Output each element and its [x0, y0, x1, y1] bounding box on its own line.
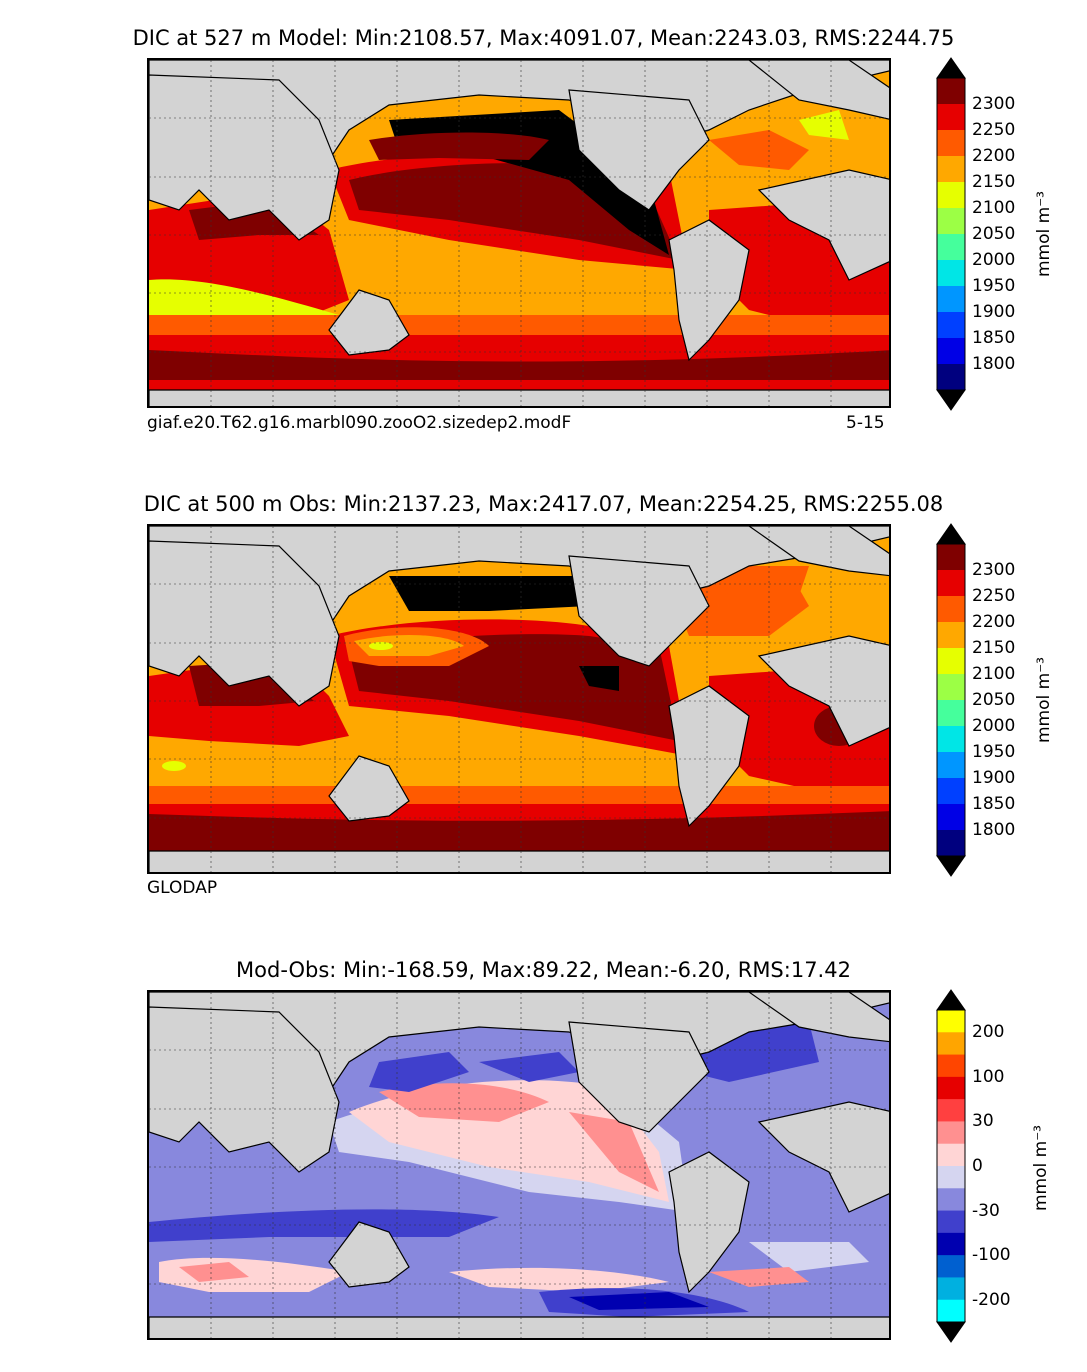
colorbar-band [937, 260, 965, 287]
panel1-caption-left: giaf.e20.T62.g16.marbl090.zooO2.sizedep2… [147, 413, 572, 433]
colorbar-tick-label: 1800 [972, 354, 1016, 374]
colorbar-band [937, 338, 965, 365]
panel3-colorbar [936, 989, 966, 1343]
panel1-title: DIC at 527 m Model: Min:2108.57, Max:409… [132, 26, 955, 50]
colorbar-bottom-triangle [936, 389, 966, 411]
panel1-colorbar-unit: mmol m⁻³ [1034, 191, 1054, 277]
colorbar-tick-label: 2000 [972, 716, 1016, 736]
panel1-map [147, 58, 891, 408]
colorbar-band [937, 182, 965, 209]
colorbar-tick-label: 30 [972, 1111, 994, 1132]
colorbar-band [937, 1166, 965, 1189]
colorbar-tick-label: 2200 [972, 146, 1016, 166]
colorbar-band [937, 1299, 965, 1323]
colorbar-tick-label: 1900 [972, 302, 1016, 322]
colorbar-tick-label: 2050 [972, 690, 1016, 710]
colorbar-tick-label: 200 [972, 1022, 1005, 1043]
colorbar-top-triangle [936, 57, 966, 79]
colorbar-tick-label: 2250 [972, 120, 1016, 140]
panel2-colorbar [936, 523, 966, 877]
colorbar-band [937, 1210, 965, 1234]
colorbar-band [937, 622, 965, 649]
colorbar-tick-label: 2100 [972, 198, 1016, 218]
colorbar-band [937, 1076, 965, 1100]
colorbar-band [937, 104, 965, 131]
colorbar-bottom-triangle [936, 1321, 966, 1343]
panel2-colorbar-unit: mmol m⁻³ [1034, 657, 1054, 743]
colorbar-band [937, 570, 965, 597]
colorbar-band [937, 648, 965, 675]
panel3-title: Mod-Obs: Min:-168.59, Max:89.22, Mean:-6… [236, 958, 851, 982]
colorbar-band [937, 1277, 965, 1301]
panel3-map [147, 990, 891, 1340]
colorbar-top-triangle [936, 523, 966, 545]
colorbar-band [937, 1099, 965, 1122]
colorbar-band [937, 804, 965, 831]
colorbar-band [937, 208, 965, 235]
colorbar-tick-label: 2200 [972, 612, 1016, 632]
colorbar-band [937, 156, 965, 183]
panel2-title: DIC at 500 m Obs: Min:2137.23, Max:2417.… [143, 492, 944, 516]
colorbar-band [937, 752, 965, 779]
colorbar-band [937, 1032, 965, 1056]
colorbar-band [937, 286, 965, 313]
colorbar-tick-label: 2150 [972, 172, 1016, 192]
colorbar-band [937, 830, 965, 857]
colorbar-band [937, 700, 965, 727]
colorbar-band [937, 1143, 965, 1167]
colorbar-band [937, 1232, 965, 1256]
colorbar-tick-label: 1950 [972, 276, 1016, 296]
colorbar-tick-label: 1800 [972, 820, 1016, 840]
colorbar-tick-label: 1950 [972, 742, 1016, 762]
colorbar-band [937, 778, 965, 805]
colorbar-band [937, 596, 965, 623]
panel2-map [147, 524, 891, 874]
colorbar-band [937, 1121, 965, 1145]
colorbar-band [937, 1188, 965, 1212]
colorbar-tick-label: 0 [972, 1156, 983, 1176]
colorbar-tick-label: 1850 [972, 794, 1016, 814]
colorbar-tick-label: 100 [972, 1066, 1005, 1087]
colorbar-tick-label: 2050 [972, 224, 1016, 244]
colorbar-tick-label: 1850 [972, 328, 1016, 348]
colorbar-tick-label: 2250 [972, 586, 1016, 606]
colorbar-tick-label: -200 [972, 1289, 1011, 1310]
colorbar-tick-label: 2300 [972, 94, 1016, 114]
panel2-caption-left: GLODAP [147, 878, 218, 898]
colorbar-tick-label: 1900 [972, 768, 1016, 788]
panel1-colorbar [936, 57, 966, 411]
colorbar-tick-label: 2150 [972, 638, 1016, 658]
colorbar-bottom-triangle [936, 855, 966, 877]
colorbar-band [937, 234, 965, 261]
colorbar-band [937, 1255, 965, 1278]
colorbar-band [937, 726, 965, 753]
colorbar-band [937, 130, 965, 157]
colorbar-tick-label: 2300 [972, 560, 1016, 580]
colorbar-band [937, 1054, 965, 1078]
colorbar-band [937, 544, 965, 571]
colorbar-band [937, 78, 965, 105]
panel3-colorbar-unit: mmol m⁻³ [1031, 1125, 1051, 1211]
colorbar-tick-label: 2100 [972, 664, 1016, 684]
colorbar-band [937, 1010, 965, 1033]
colorbar-top-triangle [936, 989, 966, 1011]
colorbar-band [937, 364, 965, 391]
colorbar-tick-label: -30 [972, 1200, 1000, 1221]
colorbar-tick-label: 2000 [972, 250, 1016, 270]
panel1-caption-right: 5-15 [846, 413, 885, 433]
colorbar-band [937, 312, 965, 339]
colorbar-band [937, 674, 965, 701]
colorbar-tick-label: -100 [972, 1245, 1011, 1266]
